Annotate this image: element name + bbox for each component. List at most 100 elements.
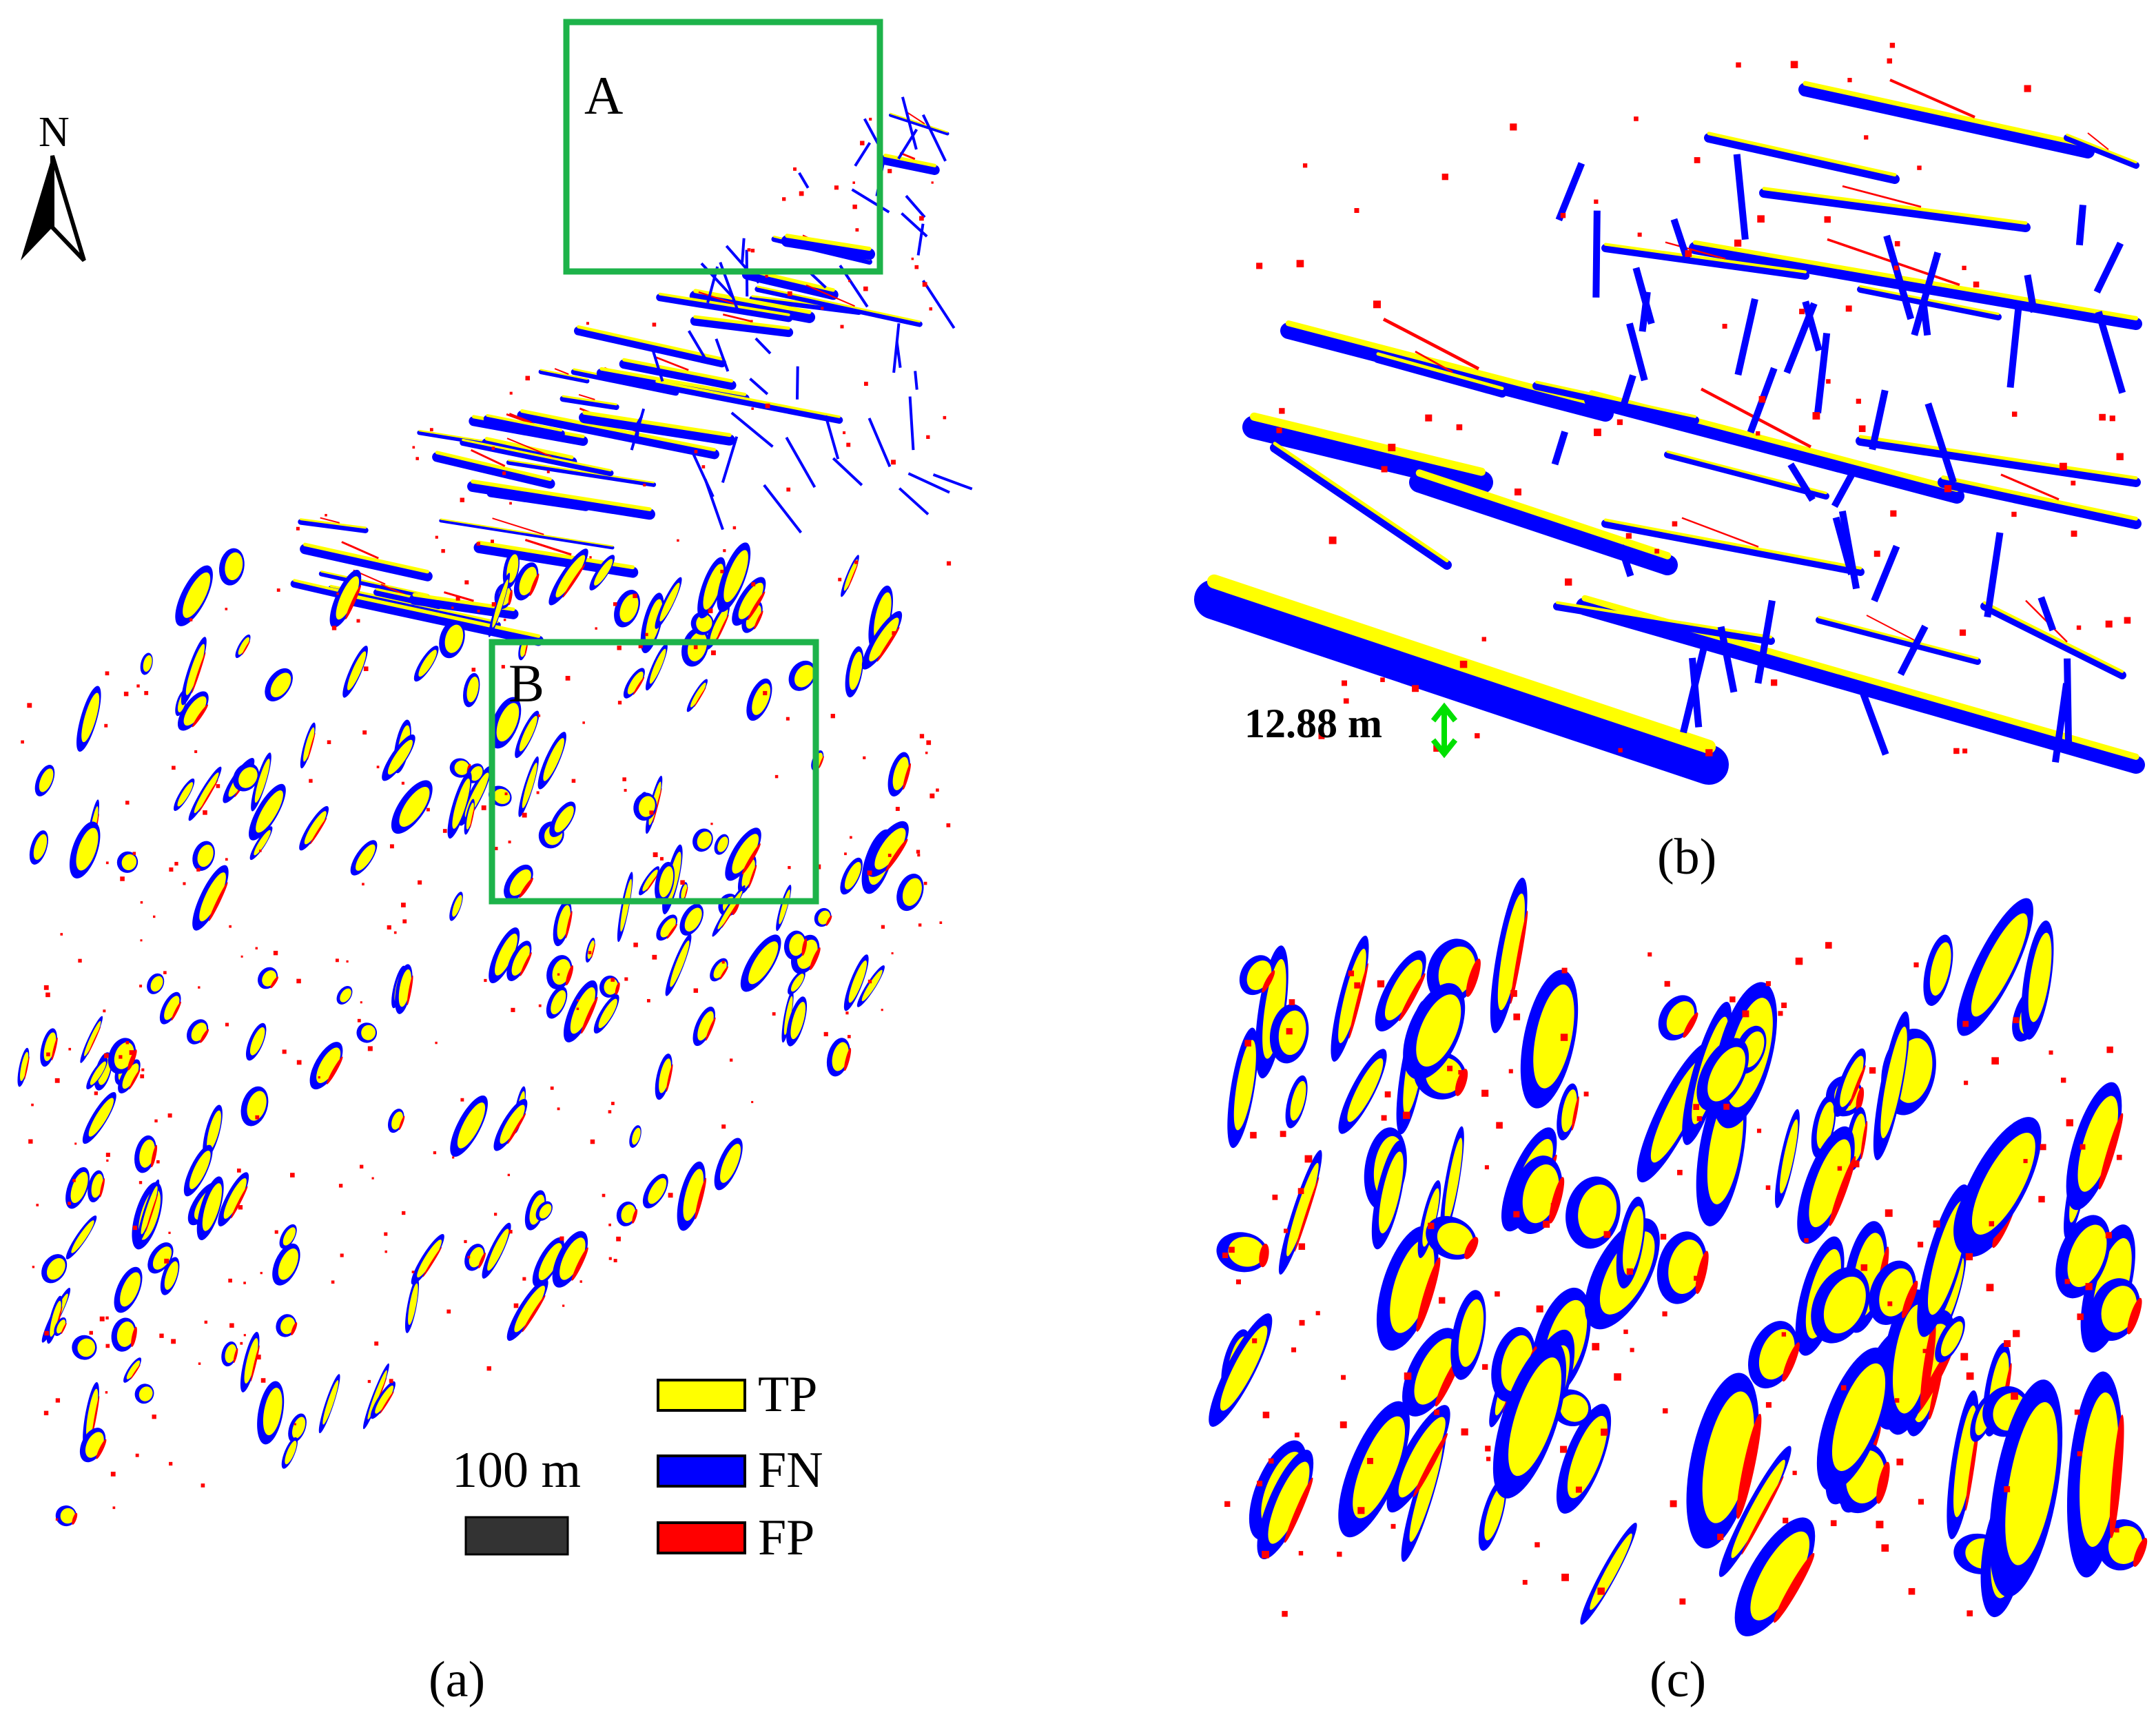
fp-speck	[1663, 1408, 1668, 1414]
patch-tp	[1398, 1417, 1446, 1498]
fp-speck	[1933, 1220, 1940, 1228]
crack-fn-line	[921, 114, 947, 162]
patch-fp	[646, 874, 658, 892]
ridge-fn-strip	[506, 460, 657, 487]
fp-speck	[494, 847, 498, 850]
patch-fp	[1348, 963, 1368, 1039]
patch-tp	[177, 782, 194, 807]
crack-fn-line	[1551, 431, 1568, 466]
fp-speck	[721, 960, 725, 964]
fp-speck	[1510, 123, 1517, 131]
patch-fp	[326, 1056, 343, 1084]
patch	[593, 994, 619, 1034]
patch	[532, 1237, 564, 1287]
patch-tp	[495, 934, 518, 976]
fp-speck	[467, 1255, 471, 1259]
fp-speck	[1917, 165, 1922, 170]
fp-speck	[141, 1068, 145, 1071]
ridge-fp-strip	[722, 313, 752, 322]
fp-speck	[509, 502, 512, 505]
patch	[439, 620, 465, 659]
fp-speck	[477, 610, 480, 613]
patch-tp	[84, 1020, 101, 1056]
patch-tp	[684, 907, 702, 932]
fp-speck	[633, 943, 638, 947]
fp-speck	[1354, 207, 1359, 214]
patch-fp	[1902, 1280, 1918, 1319]
fp-speck	[1244, 1040, 1251, 1047]
patch	[464, 1244, 486, 1271]
fp-speck	[389, 1379, 393, 1384]
patch-tp	[514, 1285, 545, 1333]
fp-speck	[78, 958, 82, 963]
patch-fp	[24, 1056, 30, 1080]
fp-speck	[844, 852, 847, 856]
patch-tp	[649, 648, 666, 684]
fp-speck	[589, 556, 592, 559]
fp-speck	[132, 1225, 138, 1231]
patch	[54, 1317, 67, 1337]
patch-fp	[524, 643, 528, 657]
patch	[2066, 1371, 2124, 1578]
patch-tp	[2005, 1402, 2058, 1565]
crack-fn-line	[824, 415, 840, 460]
fp-speck	[550, 1086, 554, 1090]
patch-tp	[1484, 1486, 1505, 1541]
ridge-fn-strip	[300, 544, 433, 582]
fp-speck	[346, 960, 349, 963]
patch-tp	[417, 1240, 442, 1278]
patch	[411, 1233, 444, 1285]
ridge-fn-strip	[538, 369, 590, 384]
patch-fp	[2098, 1113, 2124, 1190]
patch	[679, 882, 688, 902]
fp-speck	[441, 548, 445, 553]
crack-fn-line	[1831, 469, 1857, 508]
fp-speck	[624, 789, 627, 792]
fp-speck	[74, 1142, 77, 1145]
patch-fp	[721, 897, 741, 929]
ridge-tp-strip	[1534, 380, 1697, 418]
fp-speck	[27, 703, 32, 708]
ridge-tp-strip	[1376, 352, 1504, 391]
crack-fn-line	[1869, 389, 1889, 451]
fp-speck	[613, 602, 617, 606]
fp-speck	[1860, 1264, 1868, 1271]
patch	[248, 783, 286, 841]
ridge-fn-strip	[517, 410, 719, 460]
fp-speck	[1565, 578, 1572, 586]
fp-speck	[772, 1012, 776, 1016]
patch-tp	[746, 604, 761, 629]
ridge-fn-strip	[1980, 602, 2126, 679]
fp-speck	[327, 740, 331, 744]
patch	[88, 1170, 105, 1203]
fp-speck	[46, 1052, 50, 1057]
patch	[655, 861, 675, 903]
fp-speck	[476, 542, 480, 546]
patch-tp	[399, 787, 430, 827]
fp-speck	[433, 1151, 437, 1155]
fp-speck	[1973, 281, 1980, 288]
patch	[1955, 1117, 2042, 1253]
fp-speck	[140, 939, 143, 942]
fp-speck	[1289, 999, 1295, 1005]
fp-speck	[106, 1159, 109, 1162]
fp-speck	[2011, 511, 2017, 517]
ridge-fp-strip	[1665, 241, 1726, 260]
fp-speck	[105, 1391, 108, 1394]
ridge-tp-strip	[1692, 240, 2139, 321]
patch	[404, 1277, 420, 1333]
patch	[513, 562, 540, 601]
fp-speck	[511, 1007, 515, 1012]
patch-tp	[794, 664, 814, 688]
patch	[55, 1505, 78, 1527]
patch-tp	[559, 1237, 586, 1280]
patch	[1376, 1226, 1441, 1351]
patch-fp	[1510, 910, 1528, 1005]
patch	[76, 686, 101, 752]
patch	[679, 903, 704, 936]
patch-tp	[843, 559, 858, 591]
fp-speck	[821, 307, 824, 310]
fp-speck	[577, 999, 579, 1002]
fp-speck	[484, 978, 487, 983]
fp-speck	[546, 470, 550, 473]
